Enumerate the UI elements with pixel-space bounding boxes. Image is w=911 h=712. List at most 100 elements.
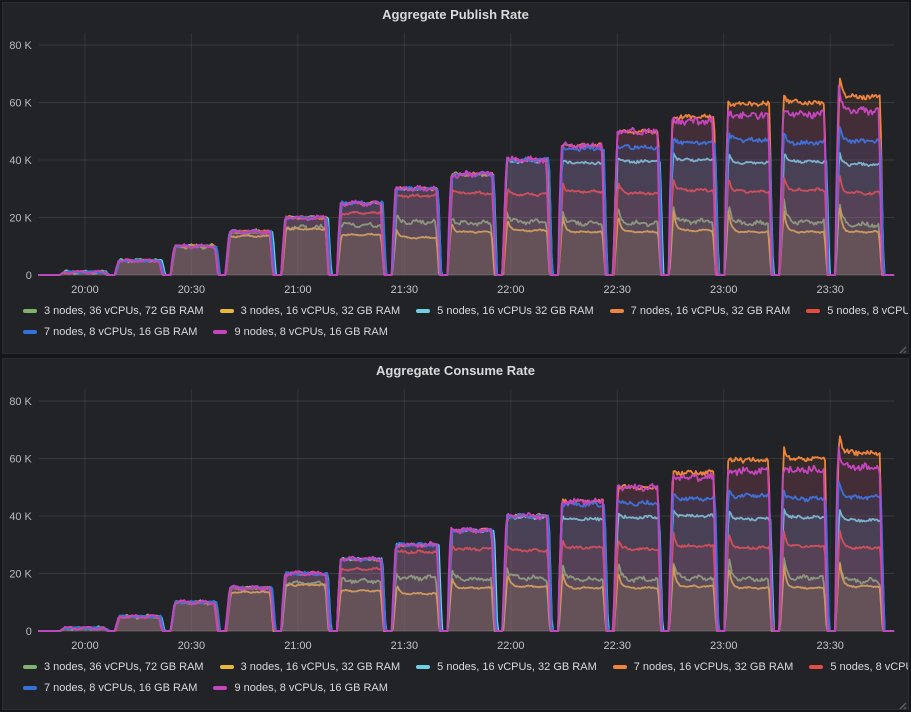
legend-item[interactable]: 9 nodes, 8 vCPUs, 16 GB RAM <box>213 326 388 338</box>
legend-row: 7 nodes, 8 vCPUs, 16 GB RAM 9 nodes, 8 vC… <box>23 326 900 338</box>
timeseries-plot-consume[interactable]: 0 20 K 40 K 60 K 80 K 20:00 20:30 21:00 21:30 22:… <box>3 383 908 659</box>
svg-text:20:30: 20:30 <box>178 640 205 652</box>
svg-text:22:30: 22:30 <box>604 640 631 652</box>
legend-swatch <box>809 665 824 669</box>
series-line <box>37 84 895 276</box>
legend-item[interactable]: 7 nodes, 8 vCPUs, 16 GB RAM <box>23 326 197 338</box>
legend-swatch <box>609 309 624 313</box>
chart-legend: 3 nodes, 36 vCPUs, 72 GB RAM 3 nodes, 16 … <box>23 661 908 703</box>
svg-text:23:30: 23:30 <box>816 284 843 296</box>
legend-swatch <box>23 309 37 313</box>
legend-swatch <box>213 330 228 334</box>
legend-label: 5 nodes, 8 vCPUs, 16 GB RAM <box>827 305 908 317</box>
svg-text:23:30: 23:30 <box>816 640 843 652</box>
legend-item[interactable]: 3 nodes, 16 vCPUs, 32 GB RAM <box>219 305 401 317</box>
series-area <box>38 447 895 631</box>
legend-row: 7 nodes, 8 vCPUs, 16 GB RAM 9 nodes, 8 vC… <box>23 682 900 694</box>
series-area <box>38 127 895 275</box>
panel-title[interactable]: Aggregate Consume Rate <box>376 363 535 378</box>
series-area <box>38 153 895 275</box>
svg-text:21:00: 21:00 <box>284 640 311 652</box>
svg-text:0: 0 <box>26 626 32 638</box>
legend-swatch <box>806 309 821 313</box>
legend-swatch <box>219 665 234 669</box>
svg-text:20:00: 20:00 <box>71 640 98 652</box>
legend-item[interactable]: 3 nodes, 36 vCPUs, 72 GB RAM <box>23 305 204 317</box>
legend-label: 7 nodes, 8 vCPUs, 16 GB RAM <box>44 326 198 338</box>
svg-text:60 K: 60 K <box>9 97 32 109</box>
y-axis-labels: 0 20 K 40 K 60 K 80 K <box>9 40 32 282</box>
legend-swatch <box>23 665 37 669</box>
legend-label: 9 nodes, 8 vCPUs, 16 GB RAM <box>234 682 388 694</box>
grid-lines <box>38 33 895 276</box>
x-axis-labels: 20:00 20:30 21:00 21:30 22:00 22:30 23:00 23:30 <box>71 284 844 296</box>
series-area <box>38 436 895 631</box>
legend-item[interactable]: 3 nodes, 16 vCPUs, 32 GB RAM <box>219 661 401 673</box>
series-area <box>38 199 895 275</box>
svg-text:20 K: 20 K <box>9 212 32 224</box>
legend-item[interactable]: 5 nodes, 16 vCPUs 32 GB RAM <box>416 305 594 317</box>
chart-legend: 3 nodes, 36 vCPUs, 72 GB RAM 3 nodes, 16 … <box>23 305 908 347</box>
series-paths <box>37 77 895 276</box>
panel-resize-handle[interactable] <box>897 698 907 709</box>
svg-text:60 K: 60 K <box>9 453 32 465</box>
legend-label: 3 nodes, 16 vCPUs, 32 GB RAM <box>240 661 401 673</box>
svg-text:80 K: 80 K <box>9 396 32 408</box>
legend-item[interactable]: 7 nodes, 8 vCPUs, 16 GB RAM <box>23 682 197 694</box>
svg-text:20:30: 20:30 <box>178 284 205 296</box>
x-axis-labels: 20:00 20:30 21:00 21:30 22:00 22:30 23:00 23:30 <box>71 640 844 652</box>
legend-item[interactable]: 5 nodes, 8 vCPUs, 16 GB RAM <box>806 305 908 317</box>
series-area <box>38 530 895 631</box>
y-axis-labels: 0 20 K 40 K 60 K 80 K <box>9 396 32 638</box>
series-paths <box>37 435 895 632</box>
svg-text:20:00: 20:00 <box>71 284 98 296</box>
legend-swatch <box>23 330 37 334</box>
panel-title[interactable]: Aggregate Publish Rate <box>382 7 529 22</box>
svg-text:20 K: 20 K <box>9 568 32 580</box>
series-line <box>37 446 895 632</box>
legend-swatch <box>416 665 431 669</box>
legend-item[interactable]: 5 nodes, 16 vCPUs, 32 GB RAM <box>416 661 597 673</box>
series-line <box>37 529 895 632</box>
series-area <box>38 481 895 631</box>
legend-item[interactable]: 7 nodes, 16 vCPUs, 32 GB RAM <box>609 305 791 317</box>
legend-item[interactable]: 7 nodes, 16 vCPUs, 32 GB RAM <box>612 661 794 673</box>
svg-text:22:00: 22:00 <box>497 640 524 652</box>
legend-label: 7 nodes, 16 vCPUs, 32 GB RAM <box>633 661 794 673</box>
legend-label: 7 nodes, 16 vCPUs, 32 GB RAM <box>630 305 791 317</box>
legend-label: 9 nodes, 8 vCPUs, 16 GB RAM <box>234 326 388 338</box>
legend-item[interactable]: 9 nodes, 8 vCPUs, 16 GB RAM <box>213 682 388 694</box>
svg-text:23:00: 23:00 <box>710 640 737 652</box>
legend-swatch <box>416 309 431 313</box>
legend-item[interactable]: 5 nodes, 8 vCPUs, 16 GB RAM <box>809 661 908 673</box>
svg-text:21:30: 21:30 <box>391 640 418 652</box>
panel-aggregate-publish-rate: Aggregate Publish Rate 0 20 K 40 K 60 K 80 K… <box>2 2 909 354</box>
legend-swatch <box>612 665 627 669</box>
series-area <box>38 208 895 275</box>
legend-row: 3 nodes, 36 vCPUs, 72 GB RAM 3 nodes, 16 … <box>23 305 908 317</box>
legend-item[interactable]: 3 nodes, 36 vCPUs, 72 GB RAM <box>23 661 204 673</box>
legend-label: 3 nodes, 16 vCPUs, 32 GB RAM <box>240 305 401 317</box>
legend-swatch <box>23 686 37 690</box>
legend-row: 3 nodes, 36 vCPUs, 72 GB RAM 3 nodes, 16 … <box>23 661 908 673</box>
timeseries-plot-publish[interactable]: 0 20 K 40 K 60 K 80 K 20:00 20:30 21:00 21:30 22:… <box>3 27 908 303</box>
svg-text:40 K: 40 K <box>9 511 32 523</box>
legend-swatch <box>213 686 228 690</box>
series-area <box>38 85 895 275</box>
svg-text:21:00: 21:00 <box>284 284 311 296</box>
svg-text:22:00: 22:00 <box>497 284 524 296</box>
legend-swatch <box>219 309 234 313</box>
svg-text:80 K: 80 K <box>9 40 32 52</box>
svg-text:21:30: 21:30 <box>391 284 418 296</box>
series-line <box>37 77 895 276</box>
legend-label: 7 nodes, 8 vCPUs, 16 GB RAM <box>44 682 198 694</box>
svg-text:40 K: 40 K <box>9 155 32 167</box>
legend-label: 5 nodes, 8 vCPUs, 16 GB RAM <box>830 661 908 673</box>
legend-label: 5 nodes, 16 vCPUs, 32 GB RAM <box>437 661 597 673</box>
panel-resize-handle[interactable] <box>897 342 907 353</box>
series-area <box>38 509 895 631</box>
legend-label: 3 nodes, 36 vCPUs, 72 GB RAM <box>44 305 204 317</box>
svg-text:23:00: 23:00 <box>710 284 737 296</box>
legend-label: 3 nodes, 36 vCPUs, 72 GB RAM <box>44 661 204 673</box>
